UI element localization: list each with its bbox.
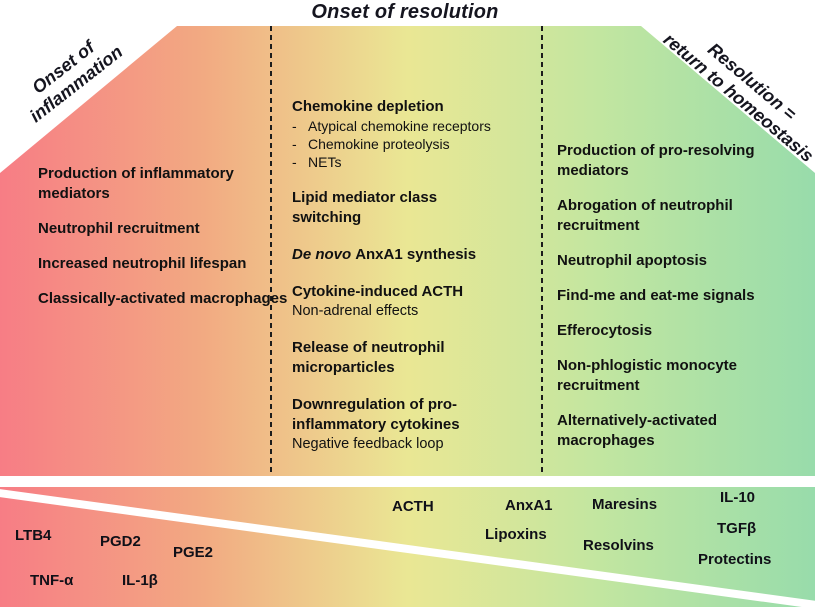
mediator-label: TGFβ xyxy=(717,520,757,537)
bullet-list: - Atypical chemokine receptors - Chemoki… xyxy=(292,117,507,171)
list-item: Production of inflammatory mediators xyxy=(38,165,234,202)
list-item: Non-phlogistic monocyte recruitment xyxy=(557,357,737,394)
bullet-text: Atypical chemokine receptors xyxy=(308,118,491,134)
homeostasis-column: Production of pro-resolving mediators Ab… xyxy=(557,141,792,466)
list-item: Neutrophil recruitment xyxy=(38,220,200,237)
list-item: Find-me and eat-me signals xyxy=(557,287,755,304)
list-item: Classically-activated macrophages xyxy=(38,290,288,307)
item-heading: AnxA1 synthesis xyxy=(355,246,477,263)
mediator-label: AnxA1 xyxy=(505,497,553,514)
mediator-label: IL-1β xyxy=(122,572,158,589)
list-item: De novo AnxA1 synthesis xyxy=(292,245,507,265)
list-item: Increased neutrophil lifespan xyxy=(38,255,247,272)
mediator-label: ACTH xyxy=(392,498,434,515)
mediator-label: PGE2 xyxy=(173,544,214,561)
inflammation-column: Production of inflammatory mediators Neu… xyxy=(38,164,288,324)
bullet-text: NETs xyxy=(308,154,342,170)
list-item: Efferocytosis xyxy=(557,322,653,339)
mediator-label: Resolvins xyxy=(583,537,654,554)
mediator-label: Protectins xyxy=(698,551,772,568)
resolution-column: Chemokine depletion - Atypical chemokine… xyxy=(292,97,507,471)
bullet-dash: - xyxy=(292,118,297,134)
list-item: Chemokine depletion - Atypical chemokine… xyxy=(292,97,507,171)
list-item: Abrogation of neutrophil recruitment xyxy=(557,197,733,234)
mediator-band: LTB4 PGD2 PGE2 TNF-α IL-1β ACTH AnxA1 Ma… xyxy=(0,487,815,607)
bullet-item: - Atypical chemokine receptors xyxy=(292,117,507,135)
item-note: Non-adrenal effects xyxy=(292,303,419,319)
phase-divider-right xyxy=(541,26,543,476)
bullet-item: - Chemokine proteolysis xyxy=(292,135,507,153)
list-item: Lipid mediator class switching xyxy=(292,189,438,226)
item-heading-italic: De novo xyxy=(292,246,352,263)
mediator-label: Lipoxins xyxy=(485,526,547,543)
list-item: Release of neutrophil microparticles xyxy=(292,339,445,376)
list-item: Cytokine-induced ACTH Non-adrenal effect… xyxy=(292,282,507,321)
mediator-label: TNF-α xyxy=(30,572,74,589)
list-item: Downregulation of pro-inflammatory cytok… xyxy=(292,395,507,454)
item-heading: Cytokine-induced ACTH xyxy=(292,283,464,300)
mediator-label: IL-10 xyxy=(720,489,756,506)
bullet-dash: - xyxy=(292,154,297,170)
item-heading: Downregulation of pro-inflammatory cytok… xyxy=(292,396,460,433)
list-item: Neutrophil apoptosis xyxy=(557,252,707,269)
figure-title: Onset of resolution xyxy=(311,1,499,23)
main-panel: Production of inflammatory mediators Neu… xyxy=(0,26,815,476)
list-item: Production of pro-resolving mediators xyxy=(557,142,755,179)
bullet-dash: - xyxy=(292,136,297,152)
list-item: Alternatively-activated macrophages xyxy=(557,412,718,449)
bullet-item: - NETs xyxy=(292,153,507,171)
phase-divider-left xyxy=(270,26,272,476)
mediator-label: Maresins xyxy=(592,496,658,513)
bullet-text: Chemokine proteolysis xyxy=(308,136,450,152)
mediator-label: PGD2 xyxy=(100,533,141,550)
item-heading: Chemokine depletion xyxy=(292,98,444,115)
mediator-label: LTB4 xyxy=(15,527,52,544)
item-note: Negative feedback loop xyxy=(292,436,444,452)
